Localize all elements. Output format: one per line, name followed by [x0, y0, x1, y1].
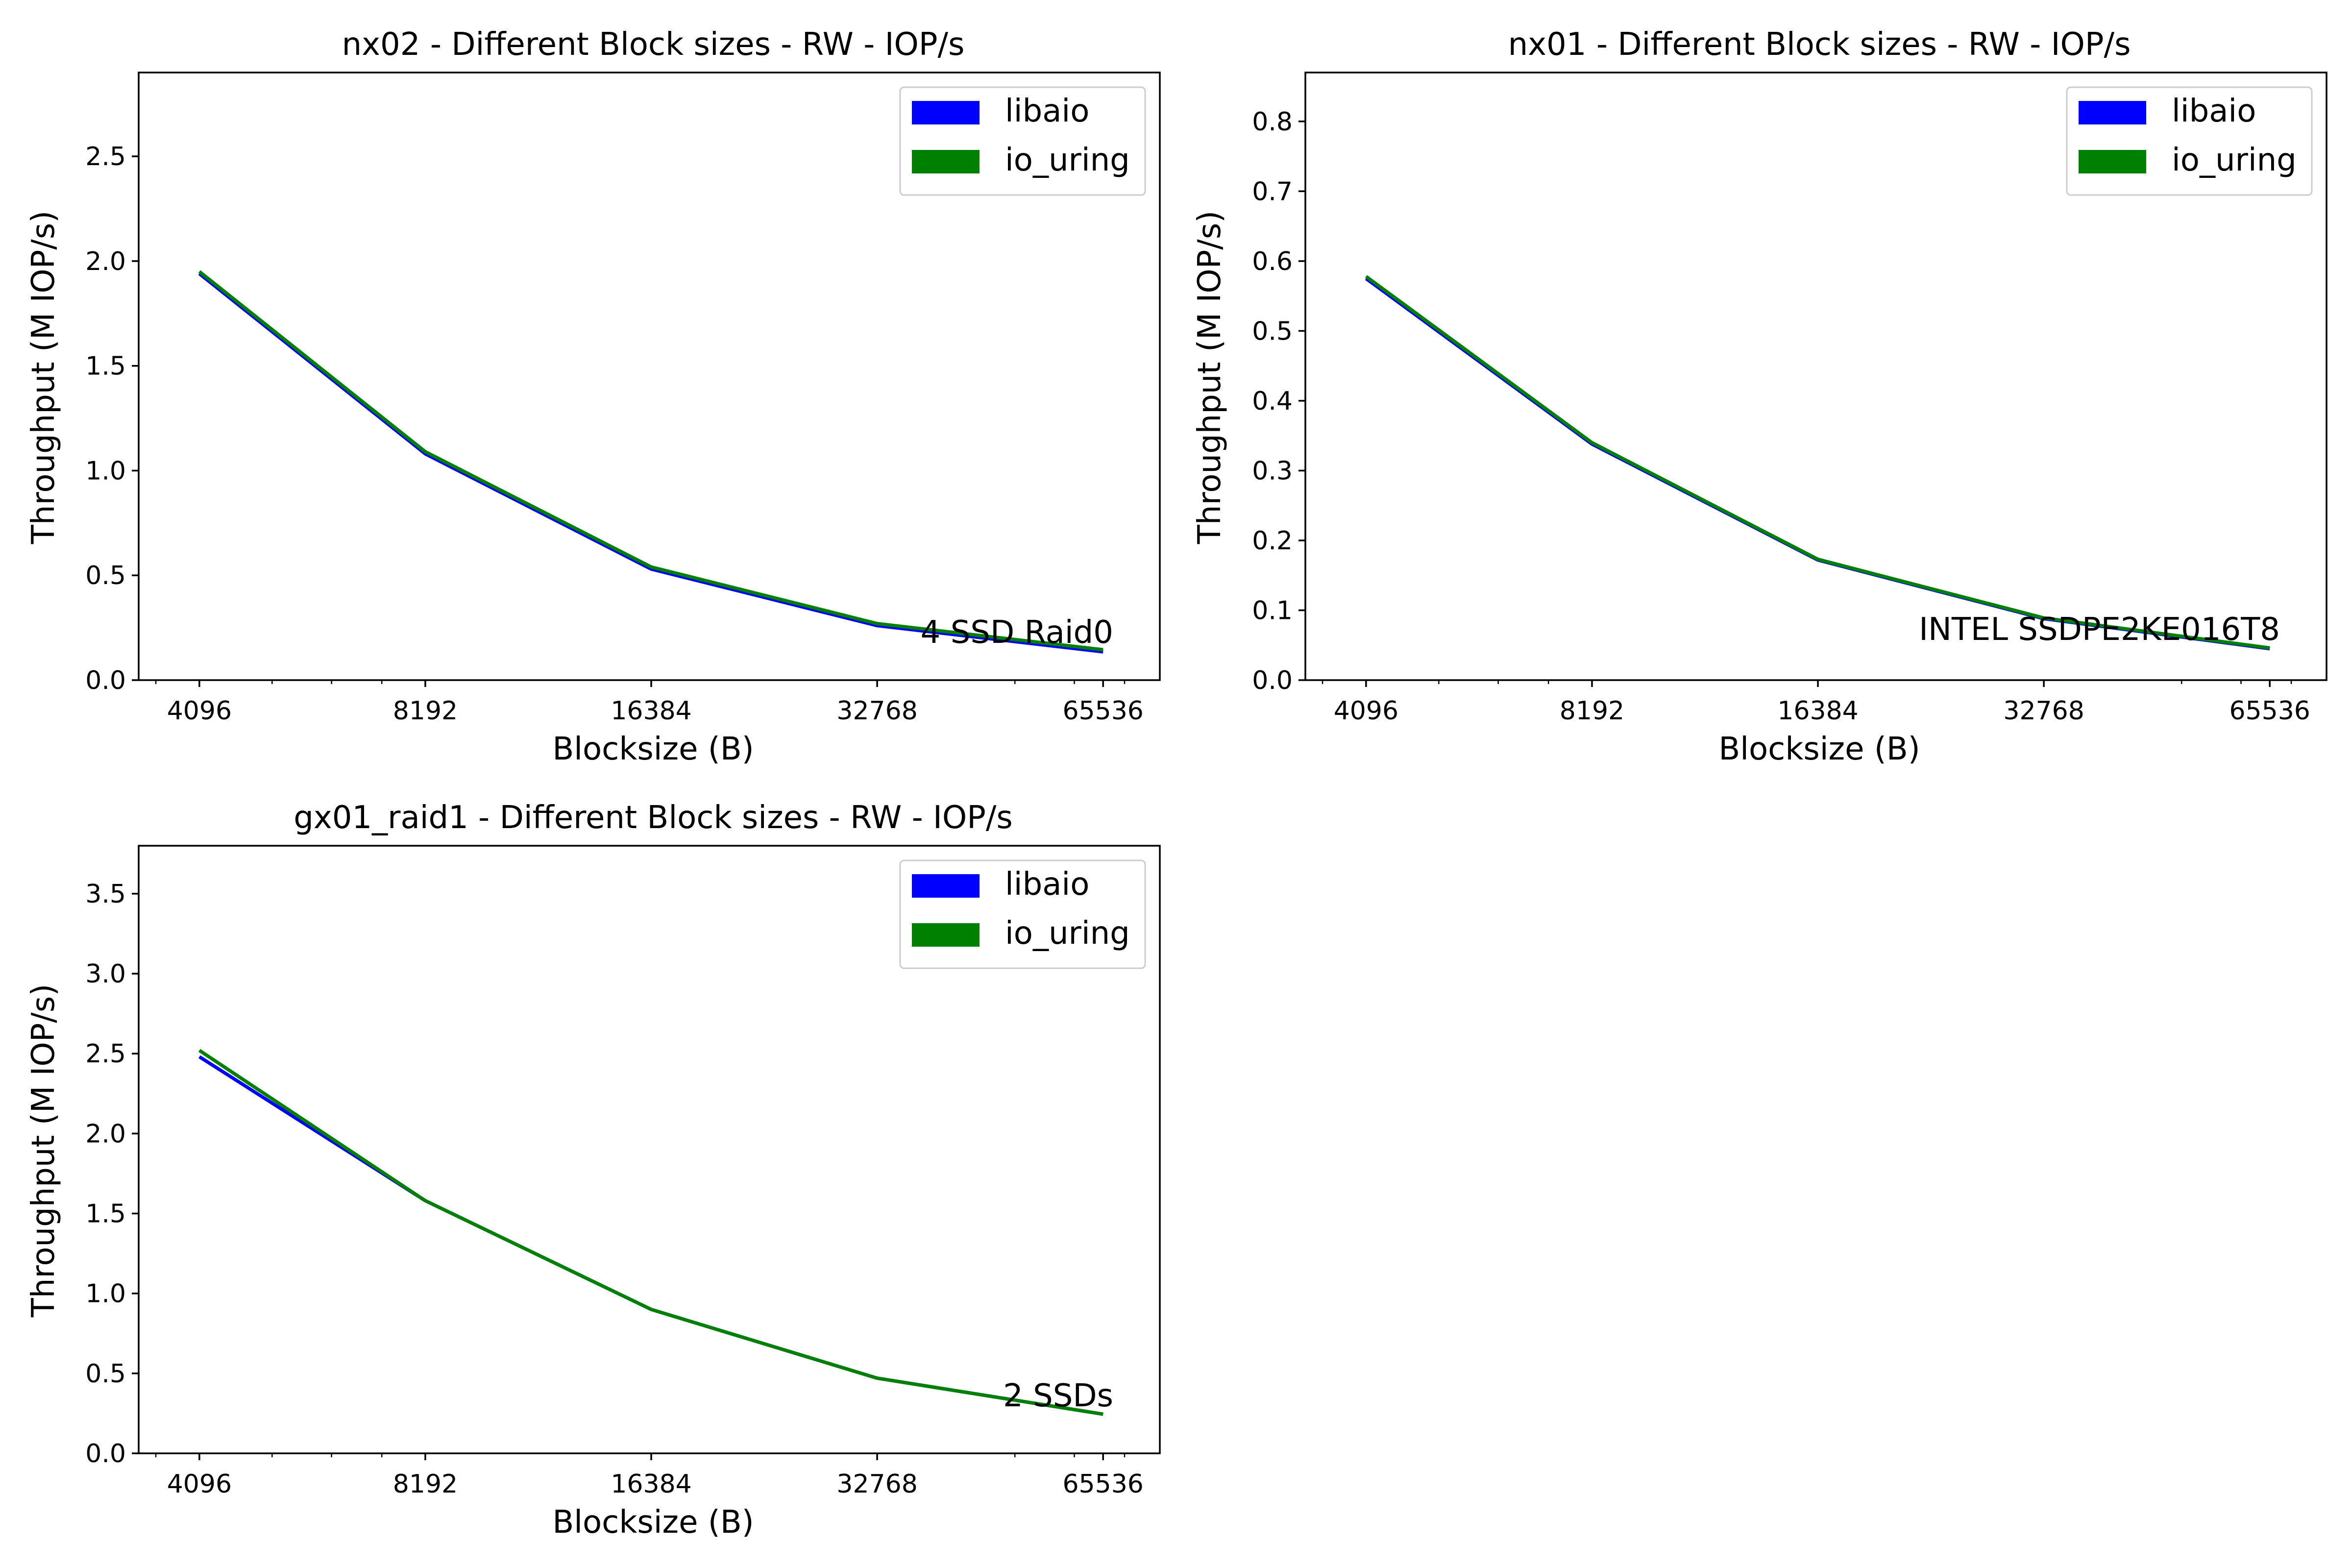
x-tick-label: 65536: [2229, 696, 2310, 726]
x-axis-ticks: 4096 8192 16384 32768 65536: [155, 680, 1144, 726]
x-axis-label: Blocksize (B): [552, 731, 754, 767]
series-layer: [1365, 275, 2270, 651]
y-tick-label: 0.5: [85, 561, 126, 590]
y-tick-label: 0.4: [1252, 387, 1293, 416]
chart-annotation: 4 SSD Raid0: [921, 614, 1113, 651]
plot-frame: [138, 72, 1161, 681]
y-tick-label: 0.3: [1252, 456, 1293, 486]
chart-panel-nx02: nx02 - Different Block sizes - RW - IOP/…: [25, 26, 1161, 767]
legend-swatch-io-uring: [2079, 150, 2146, 173]
legend-label: libaio: [1005, 866, 1089, 903]
series-line-io-uring: [198, 1049, 1103, 1416]
y-tick-label: 0.1: [1252, 596, 1293, 625]
x-axis-label: Blocksize (B): [552, 1504, 754, 1541]
y-tick-label: 0.8: [1252, 107, 1293, 137]
y-tick-label: 2.0: [85, 1119, 126, 1149]
x-tick-label: 16384: [1777, 696, 1858, 726]
x-tick-label: 32768: [2003, 696, 2084, 726]
chart-title: gx01_raid1 - Different Block sizes - RW …: [294, 800, 1013, 836]
x-tick-label: 4096: [1334, 696, 1398, 726]
legend-swatch-io-uring: [912, 923, 980, 947]
legend-label: io_uring: [1005, 915, 1130, 952]
y-tick-label: 0.2: [1252, 526, 1293, 556]
y-tick-label: 0.0: [85, 1439, 126, 1469]
y-tick-label: 0.6: [1252, 247, 1293, 276]
legend: libaio io_uring: [2066, 86, 2313, 196]
chart-title: nx01 - Different Block sizes - RW - IOP/…: [1508, 26, 2131, 63]
x-tick-label: 4096: [167, 696, 232, 726]
legend: libaio io_uring: [899, 86, 1146, 196]
y-tick-label: 2.5: [85, 142, 126, 172]
x-axis-label: Blocksize (B): [1718, 731, 1920, 767]
x-tick-label: 16384: [611, 696, 691, 726]
x-axis-ticks: 4096 8192 16384 32768 65536: [155, 1453, 1144, 1499]
y-tick-label: 0.7: [1252, 177, 1293, 206]
y-axis-ticks: 0.0 0.1 0.2 0.3 0.4 0.5 0.6 0.7 0.8: [1252, 107, 1305, 695]
x-tick-label: 8192: [393, 1470, 458, 1499]
legend-swatch-libaio: [912, 874, 980, 898]
legend-swatch-libaio: [2079, 101, 2146, 124]
y-tick-label: 1.0: [85, 456, 126, 486]
y-axis-label: Throughput (M IOP/s): [1192, 211, 1228, 544]
y-tick-label: 2.0: [85, 247, 126, 276]
y-tick-label: 3.5: [85, 880, 126, 909]
chart-annotation: 2 SSDs: [1003, 1378, 1113, 1414]
chart-annotation: INTEL SSDPE2KE016T8: [1919, 612, 2280, 648]
chart-panel-nx01: nx01 - Different Block sizes - RW - IOP/…: [1192, 26, 2328, 767]
legend-label: io_uring: [2172, 142, 2297, 178]
x-tick-label: 32768: [836, 1470, 917, 1499]
y-tick-label: 0.0: [85, 666, 126, 695]
y-axis-label: Throughput (M IOP/s): [25, 984, 62, 1318]
chart-panel-gx01-raid1: gx01_raid1 - Different Block sizes - RW …: [25, 800, 1161, 1541]
x-tick-label: 8192: [393, 696, 458, 726]
legend-swatch-io-uring: [912, 150, 980, 173]
plot-frame: [1304, 72, 2328, 681]
series-line-io-uring: [198, 270, 1103, 652]
y-tick-label: 3.0: [85, 959, 126, 989]
chart-title: nx02 - Different Block sizes - RW - IOP/…: [342, 26, 965, 63]
legend-swatch-libaio: [912, 101, 980, 124]
y-tick-label: 0.5: [1252, 317, 1293, 346]
x-tick-label: 65536: [1062, 696, 1143, 726]
x-tick-label: 8192: [1560, 696, 1624, 726]
series-line-io-uring: [1365, 275, 2270, 650]
x-tick-label: 65536: [1062, 1470, 1143, 1499]
x-tick-label: 16384: [611, 1470, 691, 1499]
x-tick-label: 32768: [836, 696, 917, 726]
y-axis-ticks: 0.0 0.5 1.0 1.5 2.0 2.5 3.0 3.5: [85, 880, 139, 1469]
plot-frame: [138, 845, 1161, 1454]
y-tick-label: 1.0: [85, 1279, 126, 1309]
legend-label: io_uring: [1005, 142, 1130, 178]
series-layer: [198, 270, 1103, 654]
y-tick-label: 0.0: [1252, 666, 1293, 695]
legend-label: libaio: [2172, 93, 2256, 129]
x-tick-label: 4096: [167, 1470, 232, 1499]
y-axis-label: Throughput (M IOP/s): [25, 211, 62, 544]
y-tick-label: 0.5: [85, 1359, 126, 1389]
x-axis-ticks: 4096 8192 16384 32768 65536: [1322, 680, 2310, 726]
series-layer: [198, 1049, 1103, 1416]
y-tick-label: 1.5: [85, 352, 126, 381]
y-axis-ticks: 0.0 0.5 1.0 1.5 2.0 2.5: [85, 142, 139, 695]
legend: libaio io_uring: [899, 859, 1146, 969]
y-tick-label: 2.5: [85, 1039, 126, 1069]
legend-label: libaio: [1005, 93, 1089, 129]
y-tick-label: 1.5: [85, 1200, 126, 1229]
